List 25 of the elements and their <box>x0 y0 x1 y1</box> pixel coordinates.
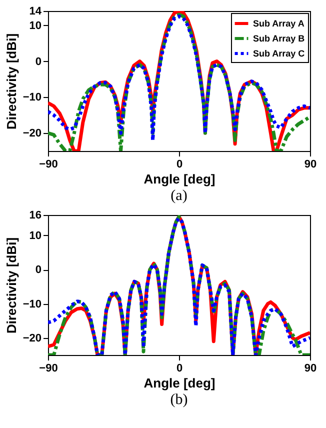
y-tick-label: −10 <box>22 298 42 310</box>
y-tick-label: 14 <box>29 6 42 18</box>
text: (a) <box>170 188 188 204</box>
y-tick-label: 0 <box>35 56 42 68</box>
x-tick-label: −90 <box>39 158 58 170</box>
y-tick-label: −10 <box>22 92 42 104</box>
x-tick-label: −90 <box>39 362 58 374</box>
legend-label: Sub Array C <box>253 48 306 58</box>
y-axis-title: Directivity [dBi] <box>4 33 19 130</box>
text: (b) <box>170 392 188 408</box>
x-axis-title: Angle [deg] <box>144 376 216 390</box>
y-tick-label: −20 <box>22 128 42 140</box>
y-tick-label: 16 <box>29 210 42 222</box>
y-tick-label: 10 <box>29 20 42 32</box>
legend-label: Sub Array A <box>253 18 305 28</box>
y-tick-label: 0 <box>35 264 42 276</box>
legend-label: Sub Array B <box>253 34 306 44</box>
x-tick-label: 0 <box>176 158 183 170</box>
y-tick-label: 10 <box>29 230 42 242</box>
x-tick-label: 90 <box>304 362 317 374</box>
x-tick-label: 0 <box>176 362 183 374</box>
y-tick-label: −20 <box>22 332 42 344</box>
x-axis-title: Angle [deg] <box>144 172 216 186</box>
x-tick-label: 90 <box>304 158 317 170</box>
y-axis-title: Directivity [dBi] <box>4 237 19 334</box>
